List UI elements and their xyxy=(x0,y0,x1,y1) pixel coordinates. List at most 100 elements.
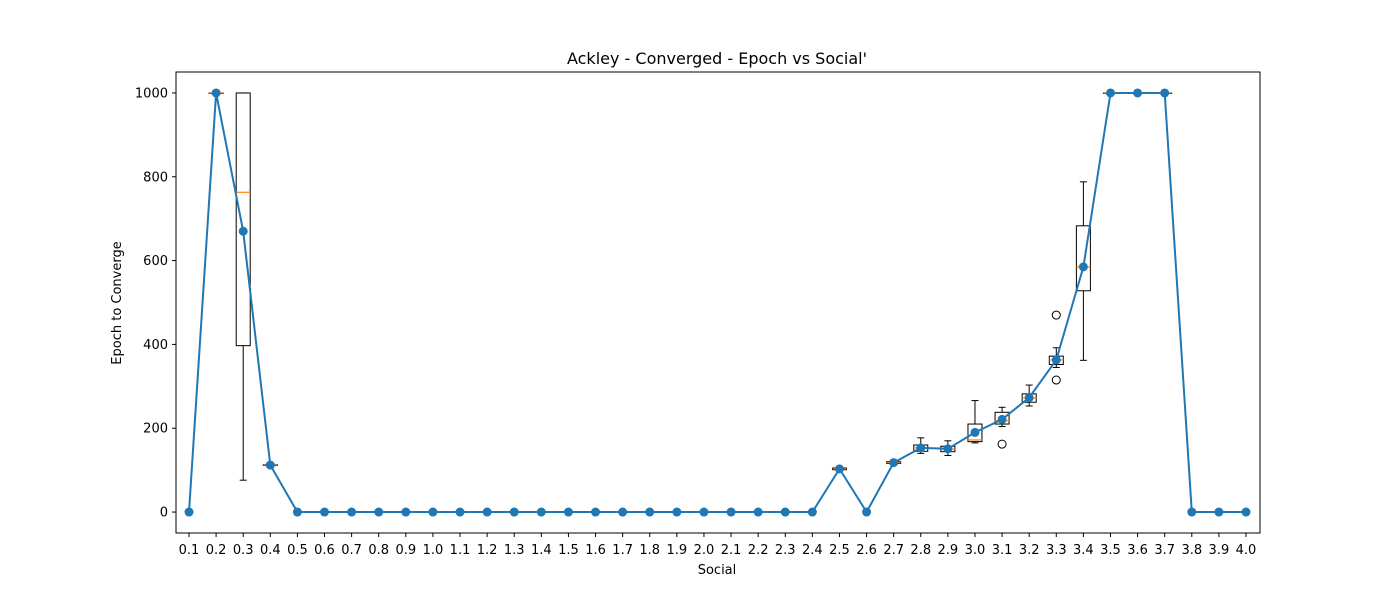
data-point-3.5 xyxy=(1105,88,1115,98)
data-point-2.6 xyxy=(862,507,872,517)
x-tick-label: 0.9 xyxy=(395,543,416,558)
outlier-point xyxy=(1051,375,1061,385)
data-point-0.8 xyxy=(374,507,384,517)
data-point-1.8 xyxy=(645,507,655,517)
x-tick-label: 2.9 xyxy=(938,543,959,558)
box-plot-3.3 xyxy=(1048,310,1064,385)
x-tick-label: 0.1 xyxy=(179,543,200,558)
data-point-1.3 xyxy=(509,507,519,517)
data-point-1.4 xyxy=(536,507,546,517)
x-tick-label: 1.7 xyxy=(612,543,633,558)
x-tick-label: 2.8 xyxy=(910,543,931,558)
x-tick-label: 2.0 xyxy=(694,543,715,558)
data-point-2.3 xyxy=(780,507,790,517)
x-tick-label: 0.3 xyxy=(233,543,254,558)
box-plot-3.1 xyxy=(994,406,1010,449)
plot-area: 0 200 400 600 800 1000 0.1 0.2 0.3 0.4 0.5 0.6 0.7 0.… xyxy=(135,71,1261,558)
y-tick-label: 1000 xyxy=(135,86,168,101)
data-point-3.1 xyxy=(997,414,1007,424)
data-point-2.0 xyxy=(699,507,709,517)
series-line xyxy=(188,92,1246,513)
x-tick-label: 1.3 xyxy=(504,543,525,558)
box-body xyxy=(235,92,251,347)
data-point-3.8 xyxy=(1187,507,1197,517)
x-axis-label: Social xyxy=(698,563,737,578)
x-tick-label: 3.0 xyxy=(965,543,986,558)
box-body xyxy=(967,423,983,443)
x-tick-label: 1.8 xyxy=(639,543,660,558)
data-point-1.7 xyxy=(618,507,628,517)
x-tick-label: 0.7 xyxy=(341,543,362,558)
x-tick-label: 3.2 xyxy=(1019,543,1040,558)
data-point-0.9 xyxy=(401,507,411,517)
box-body xyxy=(1075,225,1091,292)
data-point-2.9 xyxy=(943,444,953,454)
outlier-point xyxy=(997,439,1007,449)
data-point-0.6 xyxy=(320,507,330,517)
data-point-2.2 xyxy=(753,507,763,517)
box-plot-3.0 xyxy=(967,400,983,444)
data-point-3.6 xyxy=(1133,88,1143,98)
data-point-0.2 xyxy=(211,88,221,98)
x-tick-label: 3.8 xyxy=(1181,543,1202,558)
x-tick-label: 3.5 xyxy=(1100,543,1121,558)
y-tick-label: 200 xyxy=(143,422,168,437)
data-point-0.7 xyxy=(347,507,357,517)
x-tick-label: 0.6 xyxy=(314,543,335,558)
x-tick-label: 2.3 xyxy=(775,543,796,558)
y-tick-label: 600 xyxy=(143,254,168,269)
x-tick-label: 2.7 xyxy=(883,543,904,558)
box-plot-0.3 xyxy=(235,92,251,481)
data-point-2.8 xyxy=(916,443,926,453)
data-point-1.6 xyxy=(591,507,601,517)
x-tick-label: 2.5 xyxy=(829,543,850,558)
data-point-2.4 xyxy=(807,507,817,517)
x-tick-label: 1.0 xyxy=(423,543,444,558)
data-point-3.7 xyxy=(1160,88,1170,98)
data-point-3.4 xyxy=(1078,262,1088,272)
data-point-3.2 xyxy=(1024,393,1034,403)
data-point-3.3 xyxy=(1051,355,1061,365)
x-tick-label: 0.4 xyxy=(260,543,281,558)
data-point-0.1 xyxy=(184,507,194,517)
data-point-3.0 xyxy=(970,427,980,437)
data-point-2.5 xyxy=(834,464,844,474)
x-tick-label: 1.5 xyxy=(558,543,579,558)
y-axis-label: Epoch to Converge xyxy=(110,241,125,364)
data-point-1.0 xyxy=(428,507,438,517)
x-tick-label: 1.9 xyxy=(667,543,688,558)
x-tick-label: 0.8 xyxy=(368,543,389,558)
data-point-2.7 xyxy=(889,458,899,468)
x-tick-label: 1.1 xyxy=(450,543,471,558)
data-point-1.1 xyxy=(455,507,465,517)
x-tick-label: 2.6 xyxy=(856,543,877,558)
x-tick-label: 0.5 xyxy=(287,543,308,558)
x-tick-label: 1.4 xyxy=(531,543,552,558)
outlier-point xyxy=(1051,310,1061,320)
data-point-1.2 xyxy=(482,507,492,517)
data-point-1.5 xyxy=(563,507,573,517)
x-tick-label: 3.3 xyxy=(1046,543,1067,558)
x-tick-label: 3.9 xyxy=(1209,543,1230,558)
x-tick-label: 1.2 xyxy=(477,543,498,558)
x-tick-label: 2.1 xyxy=(721,543,742,558)
x-tick-label: 4.0 xyxy=(1236,543,1257,558)
x-tick-label: 2.4 xyxy=(802,543,823,558)
x-tick-label: 0.2 xyxy=(206,543,227,558)
data-point-1.9 xyxy=(672,507,682,517)
data-point-2.1 xyxy=(726,507,736,517)
x-tick-label: 3.7 xyxy=(1154,543,1175,558)
y-tick-label: 400 xyxy=(143,338,168,353)
x-tick-label: 3.1 xyxy=(992,543,1013,558)
x-tick-label: 3.6 xyxy=(1127,543,1148,558)
data-point-0.3 xyxy=(238,226,248,236)
box-body xyxy=(994,411,1010,425)
y-tick-label: 800 xyxy=(143,170,168,185)
x-tick-label: 1.6 xyxy=(585,543,606,558)
x-tick-label: 3.4 xyxy=(1073,543,1094,558)
data-point-0.5 xyxy=(292,507,302,517)
chart-title: Ackley - Converged - Epoch vs Social' xyxy=(567,49,867,68)
data-point-3.9 xyxy=(1214,507,1224,517)
